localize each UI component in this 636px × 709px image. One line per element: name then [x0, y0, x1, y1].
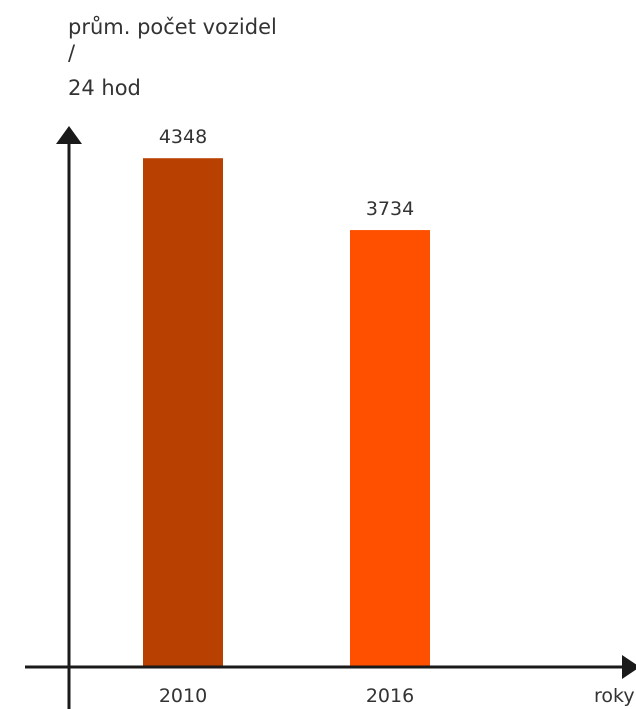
y-axis-label-line-1: prům. počet vozidel: [68, 15, 277, 39]
x-axis-arrow: [622, 655, 636, 679]
bars-group: [143, 158, 430, 668]
data-label-2010: 4348: [159, 126, 207, 148]
axes-group: [25, 126, 636, 709]
data-label-2016: 3734: [366, 198, 414, 220]
bar-2010: [143, 158, 223, 668]
y-axis-arrow: [56, 126, 82, 144]
x-axis-label: roky: [594, 685, 635, 707]
x-tick-label-2016: 2016: [366, 685, 414, 707]
bar-2016: [350, 230, 430, 667]
labels-group: roky 4348 2010 3734 2016: [159, 126, 635, 707]
y-axis-label-line-2: /: [68, 41, 76, 65]
x-tick-label-2010: 2010: [159, 685, 207, 707]
y-axis-label-line-3: 24 hod: [68, 76, 141, 100]
